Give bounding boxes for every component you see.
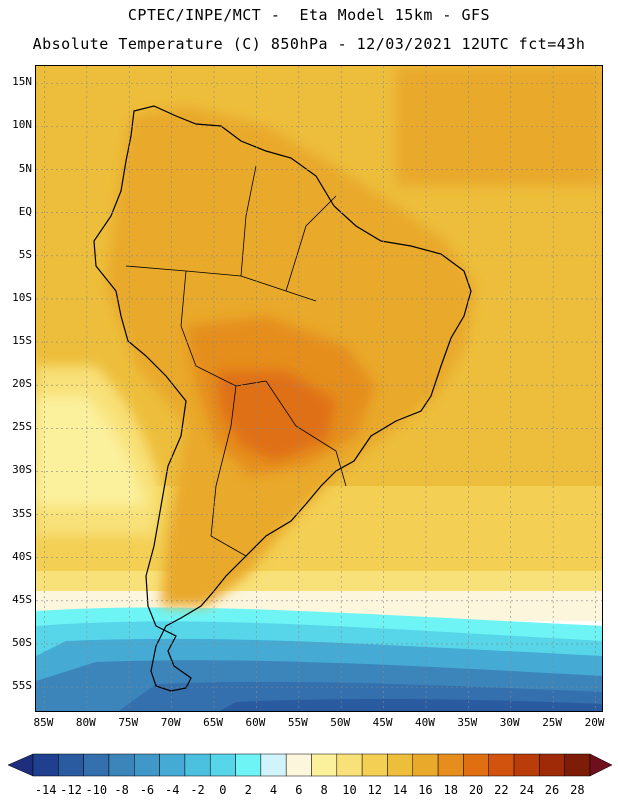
colorbar-swatch xyxy=(361,753,388,777)
temperature-colorbar xyxy=(7,753,613,777)
colorbar-label: -6 xyxy=(139,783,155,797)
latitude-label: 10N xyxy=(12,118,32,132)
longitude-label: 25W xyxy=(542,716,563,729)
colorbar-swatch xyxy=(488,753,515,777)
colorbar-swatch xyxy=(159,753,186,777)
colorbar-label: 14 xyxy=(392,783,408,797)
colorbar-label: 20 xyxy=(468,783,484,797)
colorbar-low-arrow xyxy=(7,753,34,777)
colorbar-label: 22 xyxy=(494,783,509,797)
country-borders xyxy=(125,165,347,557)
longitude-label: 85W xyxy=(33,716,54,729)
latitude-label: 50S xyxy=(12,635,32,649)
colorbar-swatch xyxy=(184,753,211,777)
colorbar-label: 26 xyxy=(544,783,560,797)
band-cold-6 xyxy=(219,698,602,711)
map-title-line-2: Absolute Temperature (C) 850hPa - 12/03/… xyxy=(32,35,586,53)
colorbar-label: -10 xyxy=(85,783,108,797)
map-title-line-1: CPTEC/INPE/MCT - Eta Model 15km - GFS xyxy=(127,6,491,24)
latitude-label: EQ xyxy=(18,204,32,218)
longitude-label: 75W xyxy=(118,716,139,729)
colorbar-swatch xyxy=(260,753,287,777)
colorbar-swatch xyxy=(412,753,439,777)
colorbar-swatch xyxy=(209,753,236,777)
temperature-map xyxy=(35,65,603,712)
latitude-label: 5N xyxy=(18,161,32,175)
colorbar-label: 28 xyxy=(570,783,585,797)
colorbar-high-arrow xyxy=(589,753,613,777)
longitude-label: 60W xyxy=(245,716,266,729)
latitude-label: 15N xyxy=(12,75,32,89)
colorbar-swatch xyxy=(437,753,464,777)
colorbar-swatch xyxy=(387,753,414,777)
longitude-label: 35W xyxy=(457,716,478,729)
colorbar-swatch xyxy=(463,753,489,777)
latitude-label: 10S xyxy=(12,290,32,304)
longitude-label: 30W xyxy=(499,716,520,729)
longitude-label: 65W xyxy=(203,716,223,729)
colorbar-label: 2 xyxy=(244,783,252,797)
colorbar-label: 0 xyxy=(219,783,227,797)
latitude-label: 30S xyxy=(12,463,32,477)
colorbar-swatch xyxy=(311,753,338,777)
longitude-label: 55W xyxy=(287,716,308,729)
colorbar-label: 10 xyxy=(342,783,357,797)
colorbar-label: 24 xyxy=(519,783,534,797)
latitude-label: 45S xyxy=(12,592,32,606)
band-north-atlantic-warm xyxy=(396,66,602,186)
colorbar-label: -2 xyxy=(190,783,205,797)
colorbar-swatch xyxy=(235,753,262,777)
latitude-label: 40S xyxy=(12,549,32,563)
latitude-label: 35S xyxy=(12,506,32,520)
colorbar-label: 16 xyxy=(418,783,433,797)
colorbar-label: -4 xyxy=(165,783,180,797)
colorbar-swatch xyxy=(285,753,312,777)
colorbar-label: 18 xyxy=(443,783,458,797)
longitude-label: 45W xyxy=(372,716,393,729)
latitude-label: 5S xyxy=(18,247,32,261)
longitude-label: 80W xyxy=(75,716,96,729)
latitude-label: 15S xyxy=(12,334,32,348)
longitude-label: 50W xyxy=(330,716,351,729)
latitude-label: 20S xyxy=(12,377,32,391)
colorbar-label: -8 xyxy=(114,783,129,797)
colorbar-swatch xyxy=(83,753,110,777)
colorbar-label: 8 xyxy=(320,783,328,797)
colorbar-label: 4 xyxy=(269,783,278,797)
colorbar-swatch xyxy=(108,753,135,777)
latitude-label: 55S xyxy=(12,679,32,693)
colorbar-swatch xyxy=(32,753,59,777)
colorbar-swatch xyxy=(134,753,160,777)
longitude-label: 40W xyxy=(415,716,435,729)
colorbar-swatch xyxy=(564,753,591,777)
colorbar-swatch xyxy=(58,753,84,777)
latitude-label: 25S xyxy=(12,420,32,434)
colorbar-label: 6 xyxy=(295,783,303,797)
colorbar-label: -12 xyxy=(60,783,82,797)
colorbar-swatch xyxy=(336,753,363,777)
longitude-label: 70W xyxy=(160,716,181,729)
coastline-south-america xyxy=(93,105,472,692)
longitude-label: 20W xyxy=(584,716,605,729)
pacific-cooler xyxy=(36,396,146,506)
colorbar-label: -14 xyxy=(34,783,57,797)
colorbar-label: 12 xyxy=(367,783,383,797)
land-hottest-core xyxy=(216,371,336,461)
temperature-field xyxy=(36,66,602,711)
colorbar-swatch xyxy=(513,753,540,777)
colorbar-swatch xyxy=(539,753,565,777)
